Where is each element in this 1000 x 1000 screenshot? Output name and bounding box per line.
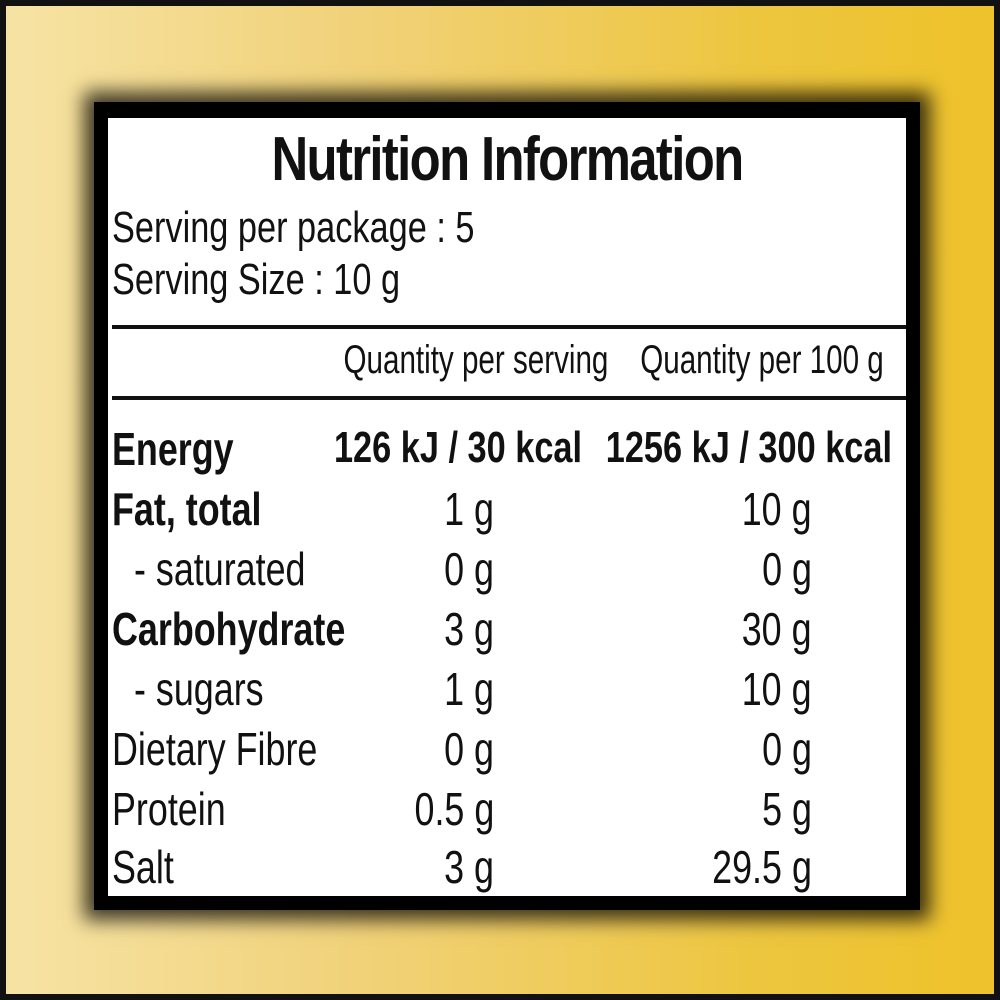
row-label: Protein — [112, 783, 226, 835]
value-per-serving: 1 g — [444, 663, 494, 715]
serving-per-package: Serving per package : 5 — [112, 203, 475, 252]
nutrition-panel: Nutrition Information Serving per packag… — [108, 118, 906, 896]
table-row-sugars: - sugars 1 g 10 g — [108, 666, 906, 726]
table-row-saturated: - saturated 0 g 0 g — [108, 546, 906, 606]
row-label: Carbohydrate — [112, 603, 346, 655]
value-per-serving: 3 g — [444, 841, 494, 893]
column-header-per-serving: Quantity per serving — [343, 338, 609, 382]
table-row-energy: Energy 126 kJ / 30 kcal 1256 kJ / 300 kc… — [108, 426, 906, 486]
table-row-dietary-fibre: Dietary Fibre 0 g 0 g — [108, 726, 906, 786]
row-label: Salt — [112, 841, 174, 893]
value-per-serving: 1 g — [444, 483, 494, 535]
value-per-100g: 10 g — [742, 483, 812, 535]
serving-size: Serving Size : 10 g — [112, 255, 401, 304]
value-per-100g: 5 g — [762, 783, 812, 835]
value-per-100g: 10 g — [742, 663, 812, 715]
value-per-100g: 1256 kJ / 300 kcal — [605, 423, 892, 472]
value-per-serving: 3 g — [444, 603, 494, 655]
row-label: Energy — [112, 423, 234, 475]
table-row-salt: Salt 3 g 29.5 g — [108, 844, 906, 896]
value-per-100g: 0 g — [762, 543, 812, 595]
table-row-carbohydrate: Carbohydrate 3 g 30 g — [108, 606, 906, 666]
value-per-100g: 30 g — [742, 603, 812, 655]
row-label: - saturated — [134, 543, 306, 595]
row-label: Dietary Fibre — [112, 723, 318, 775]
table-row-fat-total: Fat, total 1 g 10 g — [108, 486, 906, 546]
header-top-rule — [112, 325, 906, 329]
table-row-protein: Protein 0.5 g 5 g — [108, 786, 906, 846]
value-per-100g: 29.5 g — [712, 841, 812, 893]
row-label: Fat, total — [112, 483, 262, 535]
value-per-serving: 0.5 g — [414, 783, 494, 835]
value-per-serving: 126 kJ / 30 kcal — [333, 423, 582, 472]
value-per-100g: 0 g — [762, 723, 812, 775]
panel-title: Nutrition Information — [271, 125, 744, 194]
column-header-per-100g: Quantity per 100 g — [640, 338, 884, 382]
value-per-serving: 0 g — [444, 723, 494, 775]
row-label: - sugars — [134, 663, 264, 715]
header-bottom-rule — [112, 396, 906, 400]
value-per-serving: 0 g — [444, 543, 494, 595]
